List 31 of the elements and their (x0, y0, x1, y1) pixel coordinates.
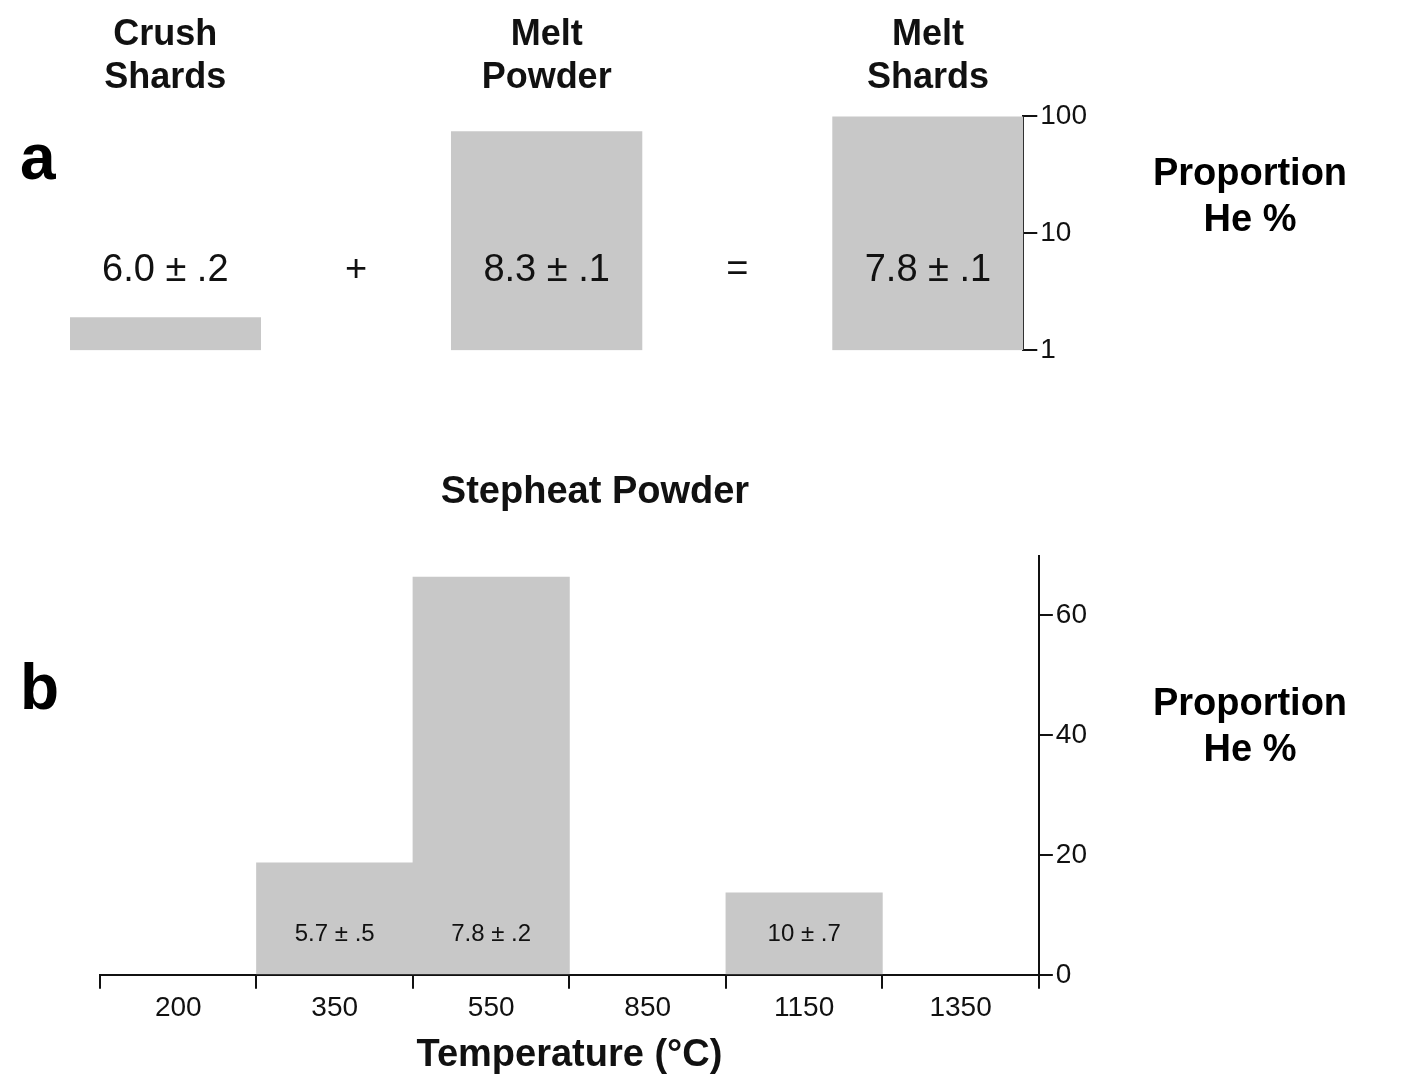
annotation: = (726, 246, 749, 289)
bar (725, 892, 883, 975)
x-tick-label: 1150 (774, 991, 835, 1023)
x-tick-label: Crush Shards (104, 11, 227, 96)
x-tick-label: Melt Powder (481, 11, 612, 96)
x-axis-title: Temperature (°C) (416, 1031, 723, 1074)
y-axis-title: Proportion He % (1151, 150, 1349, 241)
text: b (20, 650, 60, 724)
annotation: 5.7 ± .5 (294, 919, 375, 947)
text: a (20, 120, 56, 194)
y-tick-label: 1 (1040, 332, 1056, 364)
x-tick-label: 200 (154, 991, 202, 1023)
y-tick-label: 0 (1055, 957, 1072, 989)
y-axis-title: Proportion He % (1151, 680, 1349, 771)
y-tick-label: 100 (1040, 99, 1087, 131)
chart-title: Stepheat Powder (440, 469, 750, 512)
x-tick-label: 850 (624, 991, 672, 1023)
y-tick-label: 10 (1040, 216, 1072, 248)
y-tick-label: 20 (1055, 837, 1088, 869)
x-tick-label: 550 (467, 991, 515, 1023)
annotation: 7.8 ± .1 (864, 246, 992, 289)
x-tick-label: 1350 (929, 991, 992, 1023)
annotation: 6.0 ± .2 (102, 246, 229, 289)
annotation: 7.8 ± .2 (451, 919, 532, 947)
y-tick-label: 60 (1055, 598, 1088, 630)
y-tick-label: 40 (1055, 717, 1088, 749)
x-tick-label: 350 (311, 991, 359, 1023)
annotation: 8.3 ± .1 (483, 246, 610, 289)
annotation: 10 ± .7 (767, 919, 841, 947)
x-tick-label: Melt Shards (866, 11, 989, 96)
annotation: + (344, 246, 368, 289)
